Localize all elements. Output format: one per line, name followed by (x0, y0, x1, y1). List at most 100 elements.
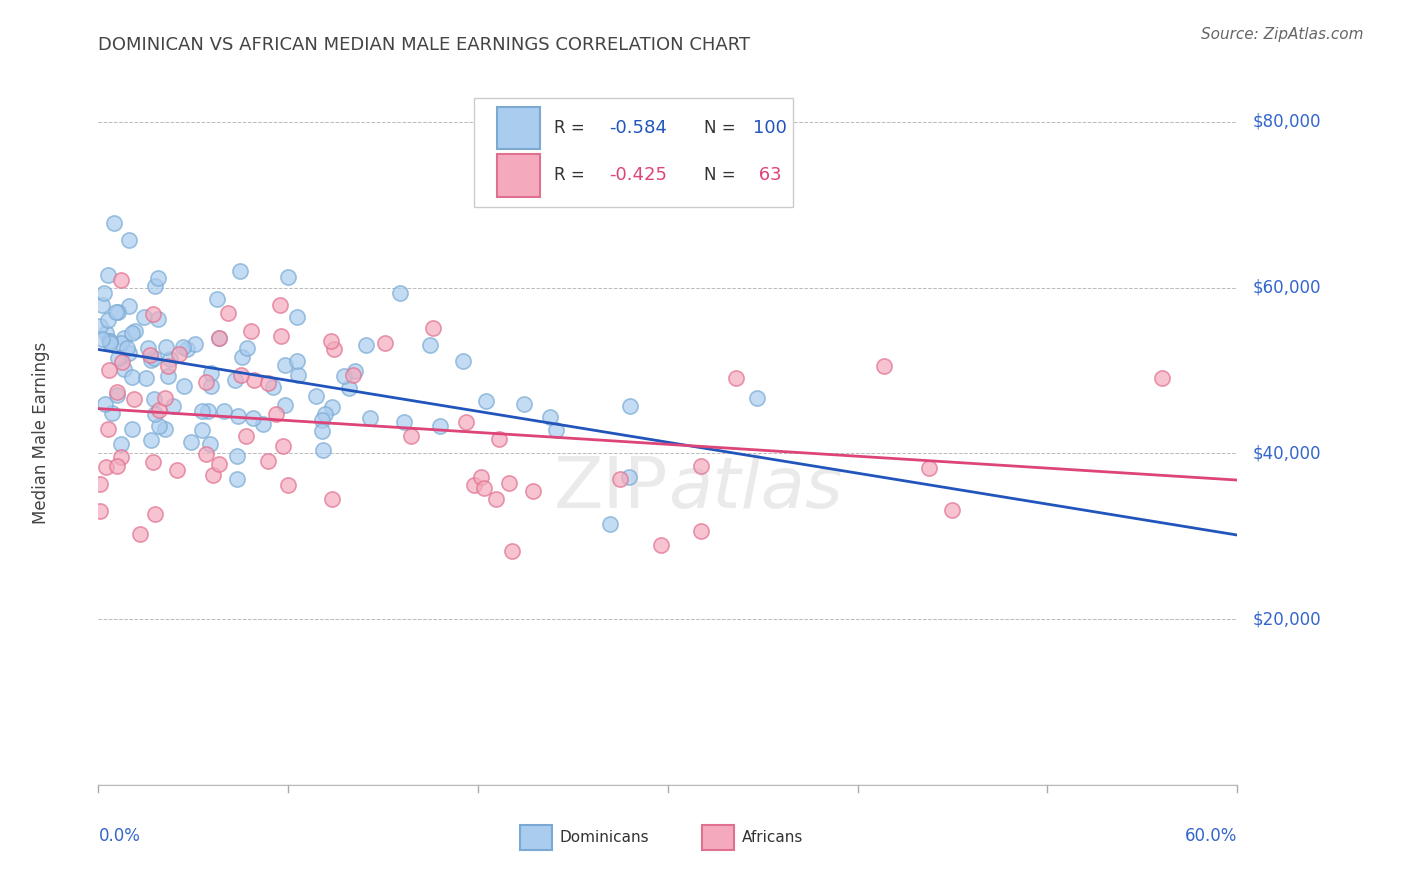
Point (226, 409, 249, 423)
Point (101, 406, 124, 420)
Point (485, 492, 508, 507)
Point (544, 423, 567, 437)
Point (98, 335, 121, 350)
Point (105, 384, 128, 399)
Point (162, 399, 184, 413)
Point (148, 271, 170, 285)
Point (184, 337, 207, 351)
Point (166, 463, 188, 477)
Point (157, 359, 180, 373)
Point (110, 272, 132, 286)
Point (118, 233, 141, 247)
Point (470, 469, 492, 483)
Text: Source: ZipAtlas.com: Source: ZipAtlas.com (1201, 27, 1364, 42)
Point (725, 371, 748, 385)
Point (118, 345, 141, 359)
Point (231, 368, 253, 382)
Point (94, 397, 117, 411)
Point (619, 399, 641, 413)
Point (94, 326, 117, 340)
Point (242, 373, 264, 387)
Text: N =: N = (704, 167, 741, 185)
Point (124, 324, 146, 338)
Point (112, 331, 135, 345)
Point (609, 473, 631, 487)
Point (617, 469, 640, 483)
Point (337, 381, 360, 395)
Point (356, 338, 378, 352)
Point (122, 392, 145, 407)
Point (112, 362, 135, 376)
FancyBboxPatch shape (520, 825, 551, 850)
Text: 0.0%: 0.0% (98, 827, 141, 846)
Point (121, 326, 143, 340)
Point (153, 391, 176, 405)
Point (229, 264, 252, 278)
Point (200, 366, 222, 380)
Point (266, 407, 288, 421)
Point (142, 351, 165, 365)
Point (451, 354, 474, 368)
Point (650, 539, 672, 553)
FancyBboxPatch shape (498, 107, 540, 149)
Point (359, 411, 381, 425)
Point (235, 429, 257, 443)
Point (285, 354, 308, 368)
Point (257, 376, 280, 391)
Point (344, 364, 367, 378)
Point (321, 491, 343, 506)
Point (98, 334, 121, 349)
Point (159, 351, 181, 366)
Point (538, 410, 561, 425)
Point (110, 335, 132, 350)
Point (156, 368, 179, 383)
Point (422, 321, 444, 335)
Point (110, 436, 132, 450)
FancyBboxPatch shape (474, 98, 793, 207)
Point (226, 472, 249, 486)
Point (242, 411, 264, 425)
Point (269, 297, 291, 311)
Point (256, 454, 278, 468)
Point (167, 347, 190, 361)
Text: R =: R = (554, 120, 591, 137)
Point (419, 338, 441, 352)
Point (139, 353, 162, 368)
Point (323, 342, 346, 356)
Point (121, 369, 143, 384)
Text: 100: 100 (754, 120, 787, 137)
Text: Dominicans: Dominicans (560, 830, 650, 846)
Point (311, 413, 333, 427)
Point (374, 336, 396, 351)
Point (689, 524, 711, 539)
Point (97, 422, 120, 436)
Point (314, 407, 336, 421)
Point (107, 351, 129, 366)
Point (155, 340, 177, 354)
Point (463, 478, 485, 492)
Point (89, 318, 111, 333)
Point (225, 449, 247, 463)
Point (111, 355, 134, 369)
Point (172, 340, 194, 354)
Point (148, 419, 170, 434)
Text: $80,000: $80,000 (1253, 112, 1322, 131)
Point (195, 375, 218, 389)
Text: Africans: Africans (742, 830, 803, 846)
Point (235, 341, 257, 355)
Point (97, 313, 120, 327)
Point (285, 310, 308, 325)
Point (143, 407, 166, 421)
Point (501, 544, 523, 558)
Point (200, 379, 222, 393)
Text: N =: N = (704, 120, 741, 137)
Point (270, 328, 292, 343)
Point (129, 526, 152, 541)
Point (207, 458, 229, 472)
Point (599, 517, 621, 532)
Text: R =: R = (554, 167, 591, 185)
Point (287, 368, 309, 383)
Point (97, 334, 120, 349)
Point (142, 455, 165, 469)
Point (139, 433, 162, 447)
